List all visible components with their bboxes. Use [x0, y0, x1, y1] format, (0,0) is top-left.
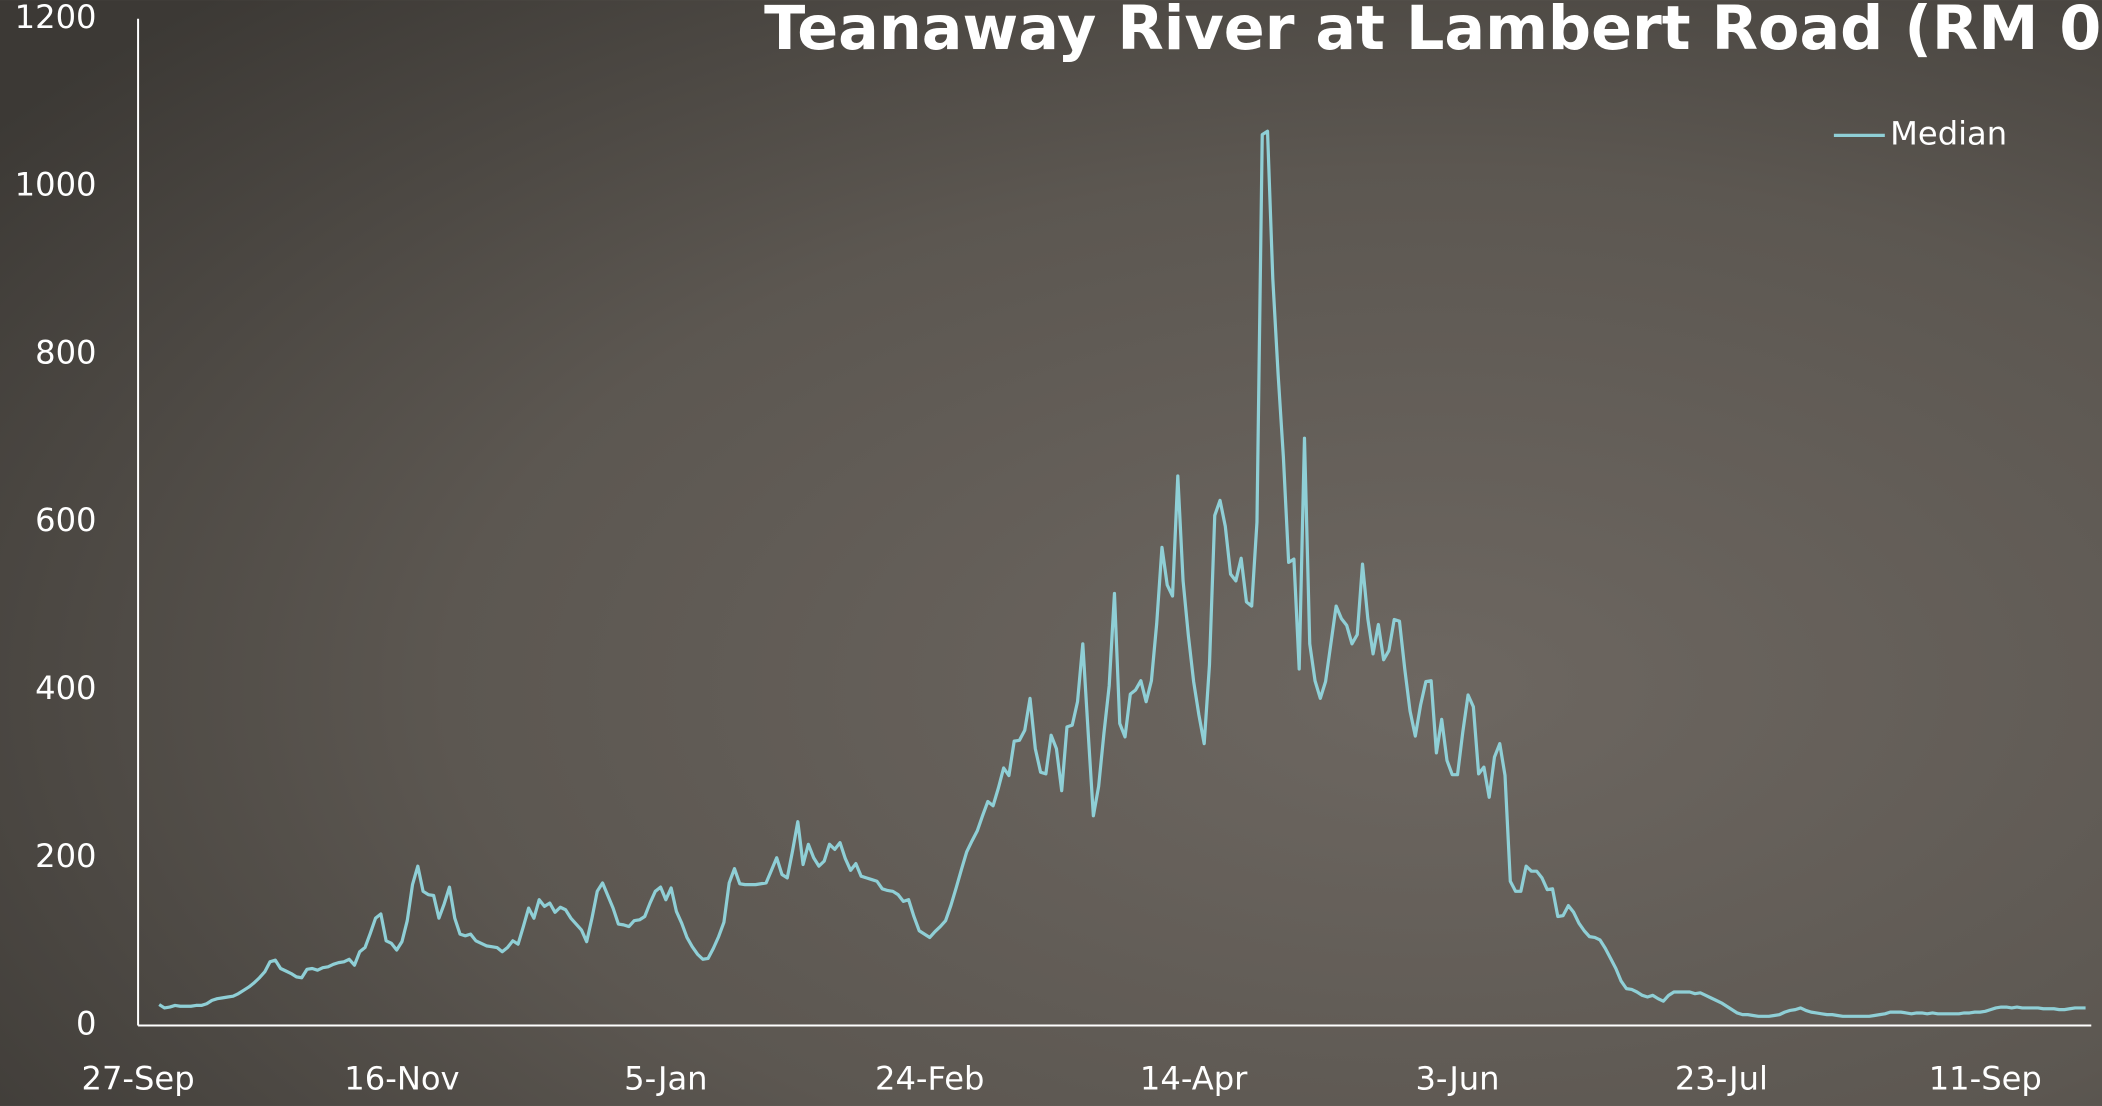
y-tick-label: 1000 — [15, 166, 97, 204]
y-tick-label: 1200 — [15, 0, 97, 36]
y-tick-label: 200 — [35, 837, 96, 875]
x-tick-label: 24-Feb — [875, 1060, 984, 1098]
x-tick-label: 16-Nov — [344, 1060, 459, 1098]
x-tick-label: 3-Jun — [1415, 1060, 1499, 1098]
x-tick-label: 23-Jul — [1675, 1060, 1768, 1098]
y-tick-label: 600 — [35, 501, 96, 539]
data-line — [158, 129, 2086, 1018]
y-tick-label: 800 — [35, 333, 96, 371]
x-tick-label: 5-Jan — [624, 1060, 707, 1098]
legend-label: Median — [1890, 114, 2007, 152]
y-tick-label: 0 — [76, 1005, 96, 1043]
chart-title: Teanaway River at Lambert Road (RM 0.55) — [764, 0, 2102, 64]
x-tick-label: 14-Apr — [1140, 1060, 1248, 1098]
y-tick-label: 400 — [35, 669, 96, 707]
x-tick-label: 27-Sep — [82, 1060, 195, 1098]
x-tick-label: 11-Sep — [1929, 1060, 2042, 1098]
